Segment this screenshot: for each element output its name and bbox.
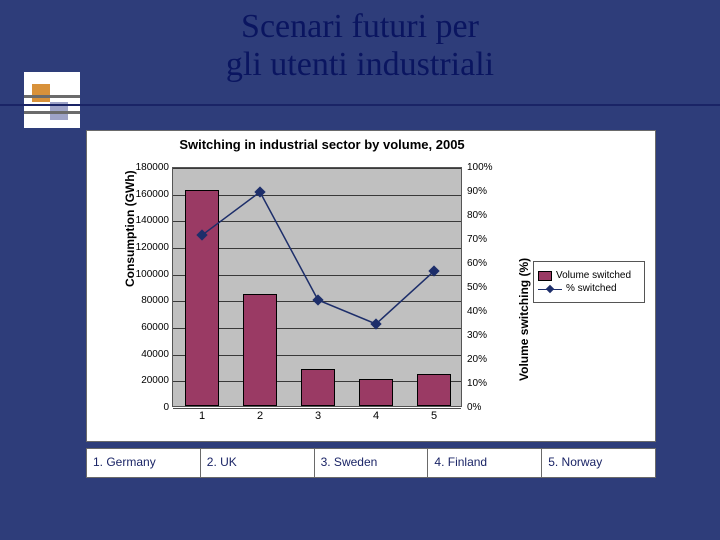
chart-legend: Volume switched % switched [533,261,645,303]
y-left-tick-label: 60000 [119,322,169,333]
y-left-tick-label: 160000 [119,189,169,200]
chart-plot-area: 0200004000060000800001000001200001400001… [172,167,462,407]
y-left-tick-label: 140000 [119,215,169,226]
y-left-tick-label: 40000 [119,349,169,360]
x-tick-label: 2 [257,410,263,422]
y-right-tick-label: 90% [467,186,487,197]
slide-ornament [24,72,80,128]
y-left-tick-label: 20000 [119,375,169,386]
y-right-tick-label: 100% [467,162,493,173]
title-underline [0,104,720,106]
country-cell: 5. Norway [541,448,656,478]
y-right-tick-label: 80% [467,210,487,221]
country-cell: 2. UK [200,448,314,478]
y-left-tick-label: 80000 [119,295,169,306]
x-tick-label: 1 [199,410,205,422]
country-cell: 1. Germany [86,448,200,478]
legend-swatch-line [538,284,562,294]
y-right-tick-label: 30% [467,330,487,341]
y-right-axis-label: Volume switching (%) [517,258,531,381]
title-line-1: Scenari futuri per [140,8,580,46]
country-cell: 3. Sweden [314,448,428,478]
y-right-tick-label: 20% [467,354,487,365]
y-right-tick-label: 10% [467,378,487,389]
legend-item-line: % switched [538,283,640,294]
x-tick-label: 5 [431,410,437,422]
line-series [173,168,463,408]
y-right-tick-label: 60% [467,258,487,269]
title-line-2: gli utenti industriali [140,46,580,84]
y-right-tick-label: 70% [467,234,487,245]
y-right-tick-label: 0% [467,402,481,413]
country-table: 1. Germany2. UK3. Sweden4. Finland5. Nor… [86,448,656,478]
slide-title: Scenari futuri per gli utenti industrial… [140,8,580,84]
chart-title: Switching in industrial sector by volume… [87,137,557,152]
legend-swatch-bar [538,271,552,281]
country-cell: 4. Finland [427,448,541,478]
y-left-tick-label: 0 [119,402,169,413]
x-tick-label: 4 [373,410,379,422]
legend-item-bar: Volume switched [538,270,640,281]
y-left-tick-label: 180000 [119,162,169,173]
y-left-tick-label: 120000 [119,242,169,253]
y-right-tick-label: 40% [467,306,487,317]
chart-panel: Switching in industrial sector by volume… [86,130,656,442]
legend-label: % switched [566,283,617,294]
y-left-tick-label: 100000 [119,269,169,280]
y-right-tick-label: 50% [467,282,487,293]
legend-label: Volume switched [556,270,631,281]
x-tick-label: 3 [315,410,321,422]
slide: Scenari futuri per gli utenti industrial… [0,0,720,540]
